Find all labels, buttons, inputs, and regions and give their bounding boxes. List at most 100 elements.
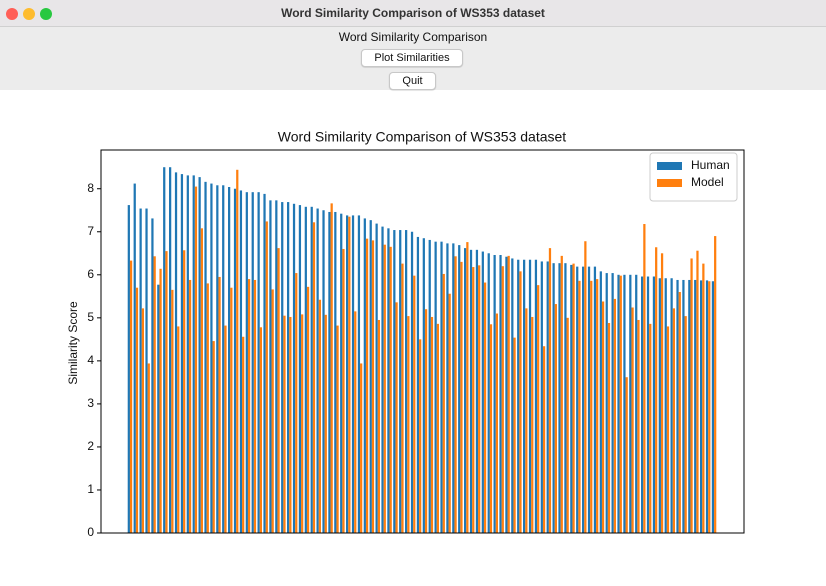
bar [570,264,573,533]
bar [318,299,321,533]
bar [688,279,691,533]
bar [348,216,351,533]
bar [537,285,540,533]
bar [257,192,260,533]
bar [407,316,410,533]
bar [328,211,331,533]
bar [171,289,174,533]
bar [275,200,278,534]
bar [183,250,186,533]
bar [145,208,148,533]
bar [360,363,363,533]
bar [269,200,272,534]
legend-label: Model [691,175,724,189]
bar [233,188,237,533]
bar [259,327,262,533]
bar [245,192,248,533]
bar [410,231,414,533]
bar [135,287,139,533]
bar [637,319,640,533]
bar [157,284,160,533]
bar [340,213,343,533]
bar [310,206,313,533]
bar [623,274,626,533]
bar [251,192,254,533]
bar [312,222,316,533]
bar [163,167,166,533]
bar [236,169,239,533]
bar [578,280,581,533]
bar [222,185,225,533]
bar [194,186,198,533]
close-button[interactable] [6,8,18,20]
bar [375,223,378,533]
bar [292,203,296,533]
bar [548,248,552,533]
bar [629,274,632,533]
bar [265,221,268,533]
y-tick-label: 5 [87,310,94,324]
bar [552,263,555,533]
bar [576,266,579,533]
quit-button[interactable]: Quit [389,72,436,90]
bar [572,263,575,533]
bar [430,316,434,533]
bar [216,185,219,533]
bar [619,275,622,533]
plot-button[interactable]: Plot Similarities [361,49,463,67]
bar [617,274,620,533]
bar [676,279,679,533]
bar [601,301,605,533]
bar [357,215,361,533]
bar [489,324,493,533]
legend-swatch [657,162,682,170]
bar [428,239,431,534]
bar [631,307,634,533]
minimize-button[interactable] [23,8,35,20]
bar [334,211,337,533]
bar [513,337,516,533]
bar [690,258,693,533]
bar [387,228,390,533]
bar [277,248,280,533]
bar [369,220,372,533]
bar [613,298,616,533]
bar [206,283,209,533]
bar [705,280,709,533]
bar [700,280,703,533]
bar [159,268,162,533]
bar [330,203,333,533]
bar [383,244,386,533]
bar [289,316,292,533]
bar [151,218,154,534]
y-tick-label: 4 [87,353,94,367]
bar [714,236,717,533]
bar [483,282,487,533]
bar [469,249,473,533]
bar [230,287,233,533]
bar [242,336,245,533]
bar [186,175,189,533]
zoom-button[interactable] [40,8,52,20]
bar [505,256,508,533]
bar [200,228,203,533]
bar [454,256,457,533]
y-tick-label: 3 [87,396,94,410]
bar [682,279,685,533]
bar [523,259,526,533]
bar [702,263,705,533]
bar [517,259,520,533]
bar [212,341,215,533]
bar [422,238,425,533]
bar [287,202,290,533]
bar [354,311,357,533]
bar [405,230,408,533]
bar [560,255,563,533]
bar [129,260,133,533]
bar [711,281,715,533]
bar [198,177,201,533]
bar [295,273,298,533]
bar [666,326,670,533]
bar [139,208,142,533]
bar [546,261,549,533]
